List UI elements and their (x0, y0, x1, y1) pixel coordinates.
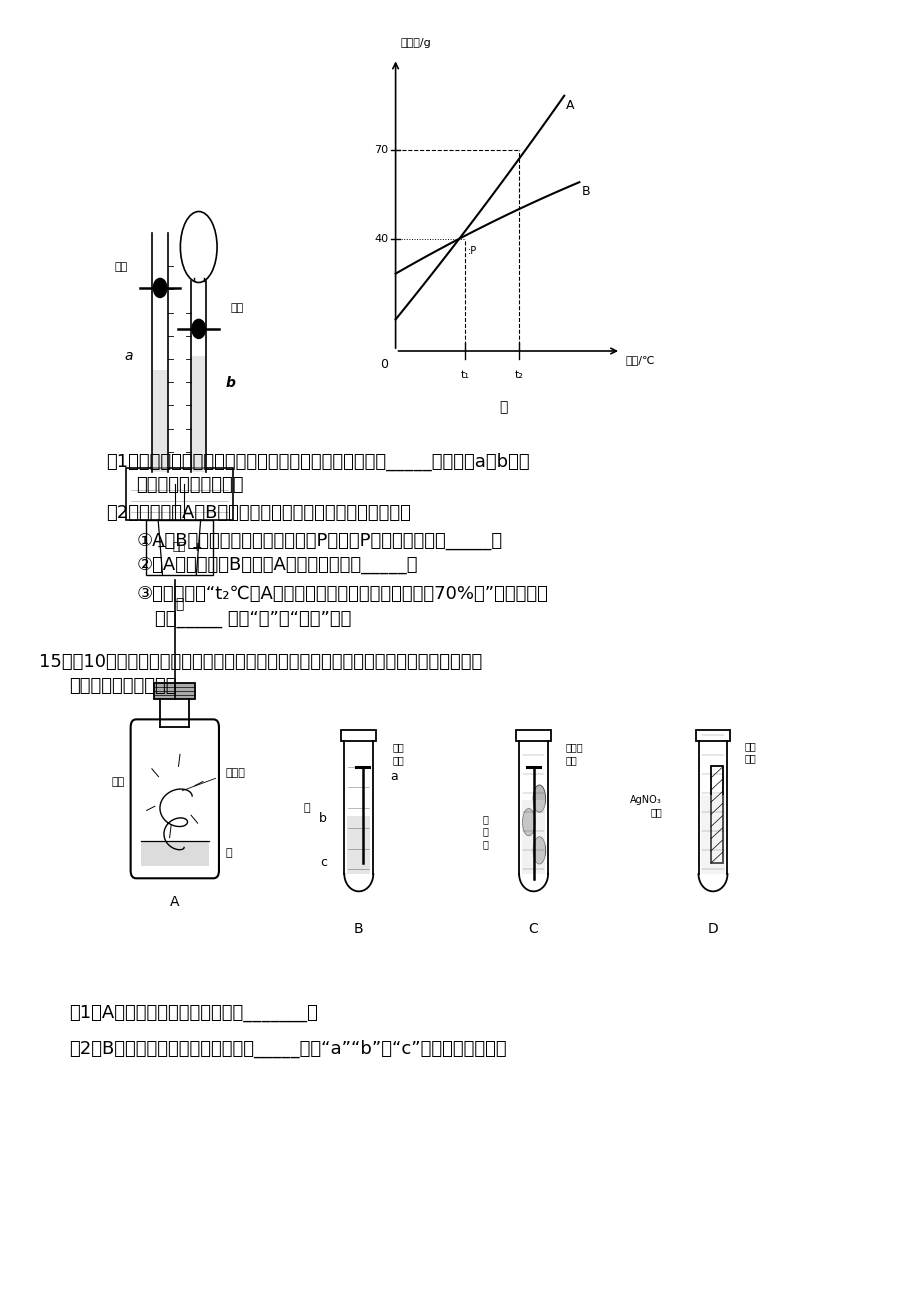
Text: 甲: 甲 (175, 598, 184, 611)
Text: AgNO₃
溶液: AgNO₃ 溶液 (630, 796, 661, 818)
Text: （1）上图甲是电解水的实验装置，切断装置中的电源，用_____分别检验a、b两个: （1）上图甲是电解水的实验装置，切断装置中的电源，用_____分别检验a、b两个 (106, 452, 528, 471)
Text: a: a (124, 350, 133, 363)
Text: ③有同学说：“t₂℃时A物质饱和溶液中溶质的质量分数为70%。”这种说法对: ③有同学说：“t₂℃时A物质饱和溶液中溶质的质量分数为70%。”这种说法对 (136, 585, 548, 603)
Text: 0: 0 (380, 358, 388, 370)
Text: C: C (528, 922, 538, 936)
Text: 氧气: 氧气 (111, 776, 124, 786)
Circle shape (153, 278, 166, 298)
Bar (145, 520, 213, 575)
Text: 40: 40 (374, 234, 388, 244)
Bar (521, 801, 545, 874)
Text: 70: 70 (374, 144, 388, 155)
Text: 生锈的
铁钉: 生锈的 铁钉 (565, 742, 583, 764)
Text: 溶解度/g: 溶解度/g (400, 38, 430, 48)
Text: 光亮
铁钉: 光亮 铁钉 (392, 742, 404, 764)
Bar (153, 369, 167, 472)
Text: −: − (156, 541, 167, 554)
Bar (153, 233, 167, 369)
Text: D: D (707, 922, 718, 936)
Text: （2）B实验中铁丝最易生锈的部位是_____（填“a”“b”或“c”）。铁生锈实际上: （2）B实验中铁丝最易生锈的部位是_____（填“a”“b”或“c”）。铁生锈实… (69, 1040, 506, 1058)
Text: A: A (566, 99, 574, 112)
Text: A: A (170, 896, 179, 909)
Text: 验，请回答下列问题。: 验，请回答下列问题。 (69, 677, 176, 696)
Ellipse shape (532, 837, 545, 865)
Text: （2）上图乙为A、B两种固体物质的溶解度曲线。据图回答：: （2）上图乙为A、B两种固体物质的溶解度曲线。据图回答： (106, 504, 410, 523)
Text: 细铁丝: 细铁丝 (225, 768, 244, 777)
Bar (710, 766, 722, 863)
Text: 温度/℃: 温度/℃ (625, 355, 654, 365)
Text: 光亮
铁片: 光亮 铁片 (744, 741, 755, 763)
Text: a: a (391, 770, 398, 783)
Text: ①A、B两种物质的溶解度曲线交于P点，则P点表示的意义是_____。: ①A、B两种物质的溶解度曲线交于P点，则P点表示的意义是_____。 (136, 532, 502, 550)
Bar (700, 796, 724, 874)
Text: 电源: 电源 (173, 542, 186, 552)
Text: +: + (191, 541, 202, 554)
Text: （1）A实验中细铁丝燃烧的现象是_______。: （1）A实验中细铁丝燃烧的现象是_______。 (69, 1004, 318, 1022)
Text: b: b (319, 812, 326, 826)
Bar (695, 729, 730, 741)
FancyBboxPatch shape (130, 719, 219, 879)
Text: 玻璃管中产生的气体。: 玻璃管中产生的气体。 (136, 476, 244, 494)
Text: 吗？_____ （填“对”或“不对”）。: 吗？_____ （填“对”或“不对”）。 (154, 610, 350, 628)
Text: 水: 水 (303, 803, 311, 812)
Text: ②若A中含有少量B，提纺A应采取的方法是_____。: ②若A中含有少量B，提纺A应采取的方法是_____。 (136, 556, 417, 575)
Bar (516, 729, 550, 741)
Circle shape (192, 320, 205, 338)
Bar (341, 729, 376, 741)
Text: B: B (354, 922, 363, 936)
Text: :P: :P (467, 246, 476, 256)
Bar (191, 356, 206, 472)
Text: c: c (320, 857, 326, 870)
Ellipse shape (532, 785, 545, 812)
Text: B: B (581, 185, 589, 198)
Text: 活塞: 活塞 (115, 263, 128, 273)
Bar (346, 816, 370, 874)
Text: 水: 水 (225, 849, 232, 858)
Text: 乙: 乙 (499, 400, 507, 415)
Ellipse shape (522, 809, 535, 836)
Text: t₁: t₁ (460, 370, 469, 381)
Text: 活塞: 活塞 (231, 303, 244, 313)
Bar (154, 682, 195, 698)
Ellipse shape (180, 212, 217, 282)
Bar (191, 281, 206, 356)
Bar (126, 468, 233, 520)
Bar (141, 841, 209, 866)
Text: 稀
硫
酸: 稀 硫 酸 (482, 814, 488, 849)
Text: t₂: t₂ (514, 370, 523, 381)
Text: 15．（10分）铁是生产、生活中应用很广泛的一种金属。下图是与铁的性质有关的部分实: 15．（10分）铁是生产、生活中应用很广泛的一种金属。下图是与铁的性质有关的部分… (39, 653, 482, 671)
Text: b: b (225, 377, 235, 390)
